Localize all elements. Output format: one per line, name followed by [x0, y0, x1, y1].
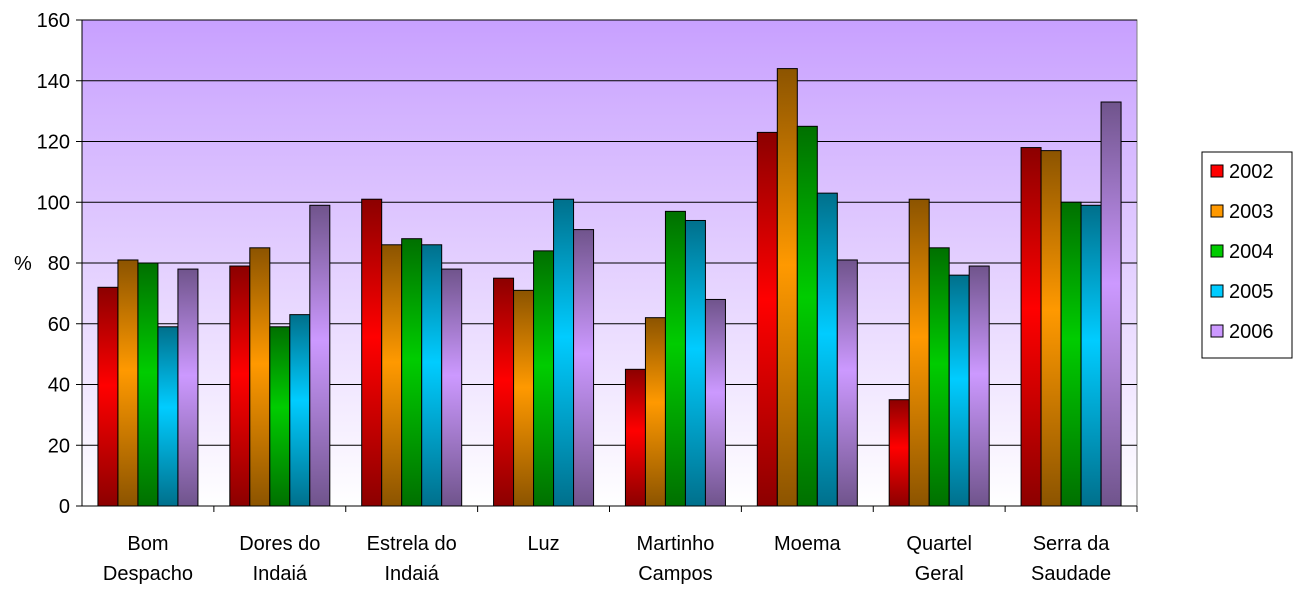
- bar-2004: [664, 210, 686, 507]
- bar-2003: [513, 289, 535, 507]
- category-label: Bom: [127, 533, 168, 555]
- bar-2002: [493, 277, 515, 507]
- bar-2004: [928, 247, 950, 507]
- bar-2006: [968, 265, 990, 507]
- bar-2004: [401, 238, 423, 507]
- y-tick-label: 20: [48, 435, 70, 457]
- legend-swatch: [1210, 244, 1224, 258]
- bar-2002: [624, 368, 646, 507]
- category-label: Geral: [915, 563, 964, 585]
- category-label: Indaiá: [253, 563, 308, 585]
- category-label: Campos: [638, 563, 712, 585]
- bar-2004: [137, 262, 159, 507]
- category-label: Dores do: [239, 533, 320, 555]
- bar-2004: [533, 250, 555, 507]
- y-tick-labels: 0 20 40 60 80 100 120 140 160: [37, 10, 70, 518]
- bar-2005: [816, 192, 838, 507]
- legend-label: 2006: [1229, 321, 1274, 343]
- axes: [76, 19, 1138, 512]
- bar-2006: [309, 204, 331, 507]
- bar-2003: [908, 198, 930, 507]
- bar-2006: [177, 268, 199, 507]
- bar-2005: [553, 198, 575, 507]
- bar-2003: [776, 68, 798, 507]
- category-label: Martinho: [637, 533, 715, 555]
- legend-swatch: [1210, 204, 1224, 218]
- legend-swatch: [1210, 324, 1224, 338]
- legend: 2002 2003 2004 2005 2006: [1201, 151, 1293, 359]
- bar-2002: [229, 265, 251, 507]
- bar-2006: [836, 259, 858, 507]
- bar-2002: [888, 399, 910, 507]
- bar-2006: [704, 298, 726, 507]
- bar-2005: [157, 326, 179, 507]
- bar-2005: [421, 244, 443, 507]
- legend-label: 2004: [1229, 241, 1274, 263]
- category-label: Despacho: [103, 563, 193, 585]
- category-label: Saudade: [1031, 563, 1111, 585]
- legend-swatch: [1210, 284, 1224, 298]
- category-label: Estrela do: [367, 533, 457, 555]
- bar-2004: [269, 326, 291, 507]
- category-label: Quartel: [906, 533, 972, 555]
- bar-2005: [948, 274, 970, 507]
- bar-2002: [361, 198, 383, 507]
- bar-2003: [1040, 150, 1062, 507]
- category-label: Serra da: [1033, 533, 1111, 555]
- y-tick-label: 100: [37, 192, 70, 214]
- y-tick-label: 140: [37, 71, 70, 93]
- legend-label: 2005: [1229, 281, 1274, 303]
- bar-2006: [573, 229, 595, 507]
- category-label: Luz: [527, 533, 559, 555]
- y-axis-label: %: [14, 253, 32, 275]
- bar-2002: [97, 286, 119, 507]
- bar-2003: [644, 317, 666, 507]
- bar-2002: [1020, 147, 1042, 507]
- bar-2004: [796, 125, 818, 507]
- category-label: Indaiá: [384, 563, 439, 585]
- y-tick-label: 40: [48, 375, 70, 397]
- bar-2006: [441, 268, 463, 507]
- bar-2005: [289, 314, 311, 507]
- bar-2005: [1080, 204, 1102, 507]
- y-tick-label: 120: [37, 132, 70, 154]
- legend-swatch: [1210, 164, 1224, 178]
- legend-label: 2002: [1229, 161, 1274, 183]
- bar-2002: [756, 131, 778, 507]
- bar-2003: [117, 259, 139, 507]
- y-tick-label: 0: [59, 496, 70, 518]
- x-category-labels: Bom Despacho Dores do Indaiá Estrela do Indai…: [103, 533, 1111, 585]
- y-tick-label: 160: [37, 10, 70, 32]
- bar-2003: [381, 244, 403, 507]
- bar-2004: [1060, 201, 1082, 507]
- bars: [97, 68, 1122, 507]
- y-tick-label: 80: [48, 253, 70, 275]
- legend-label: 2003: [1229, 201, 1274, 223]
- bar-2003: [249, 247, 271, 507]
- y-tick-label: 60: [48, 314, 70, 336]
- category-label: Moema: [774, 533, 842, 555]
- bar-2005: [684, 219, 706, 507]
- bar-2006: [1100, 101, 1122, 507]
